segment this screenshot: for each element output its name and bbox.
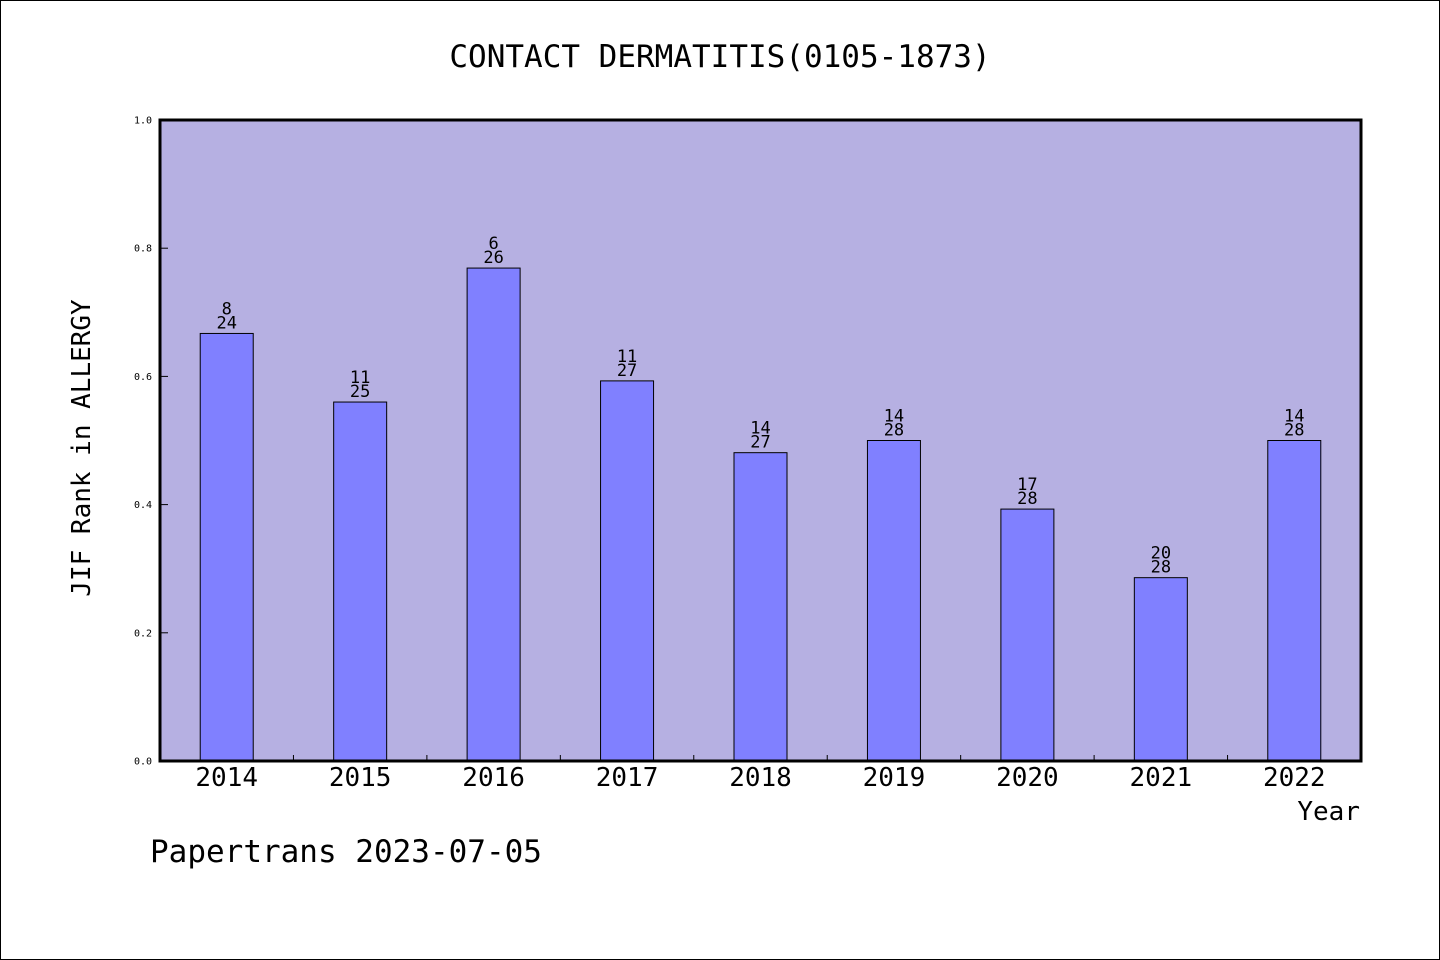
bar-2020 xyxy=(1000,508,1055,762)
bar-label-total: 28 xyxy=(1151,558,1171,578)
bar-label-rank: 20 xyxy=(1151,544,1171,564)
bar-label-rank: 14 xyxy=(1284,407,1304,427)
y-tick-label: 0.4 xyxy=(134,500,152,511)
bar-label-total: 27 xyxy=(750,433,770,453)
bar-2016 xyxy=(466,267,521,762)
bar-2022 xyxy=(1267,440,1322,762)
y-tick-label: 1.0 xyxy=(134,116,152,127)
bar-2018 xyxy=(733,452,788,762)
bar-2015 xyxy=(333,401,388,762)
y-axis: 0.0 0.2 0.4 0.6 0.8 1.0 xyxy=(134,116,168,768)
bar-label-rank: 11 xyxy=(350,368,370,388)
y-axis-label: JIF Rank in ALLERGY xyxy=(67,299,97,597)
bar-label-rank: 11 xyxy=(617,347,637,367)
x-axis: 2014 2015 2016 2017 2018 2019 2020 2021 2022 xyxy=(195,755,1326,793)
x-tick-label: 2022 xyxy=(1263,763,1326,793)
y-tick-label: 0.0 xyxy=(134,757,152,768)
x-axis-label: Year xyxy=(1297,797,1360,827)
bar-label-total: 25 xyxy=(350,382,370,402)
bar-label-total: 28 xyxy=(884,421,904,441)
x-tick-label: 2018 xyxy=(729,763,792,793)
bar-2019 xyxy=(866,440,921,762)
plot-border xyxy=(158,118,1363,763)
x-tick-label: 2017 xyxy=(596,763,659,793)
x-tick-label: 2020 xyxy=(996,763,1059,793)
chart-title: CONTACT DERMATITIS(0105-1873) xyxy=(449,39,990,75)
bar-label-total: 27 xyxy=(617,361,637,381)
y-tick-label: 0.2 xyxy=(134,628,152,639)
bar-label-rank: 14 xyxy=(884,407,904,427)
x-tick-label: 2019 xyxy=(863,763,926,793)
x-tick-label: 2015 xyxy=(329,763,392,793)
bar-label-rank: 6 xyxy=(488,234,498,254)
bar-label-total: 26 xyxy=(483,248,503,268)
bar-label-rank: 17 xyxy=(1017,475,1037,495)
bar-label-total: 28 xyxy=(1017,489,1037,509)
y-tick-label: 0.8 xyxy=(134,244,152,255)
bar-label-rank: 8 xyxy=(222,299,232,319)
bar-label-total: 24 xyxy=(216,313,236,333)
x-tick-label: 2016 xyxy=(462,763,525,793)
bar-2021 xyxy=(1133,577,1188,762)
y-tick-label: 0.6 xyxy=(134,372,152,383)
bars-group xyxy=(199,267,1322,762)
bar-2014 xyxy=(199,332,254,762)
bar-label-rank: 14 xyxy=(750,419,770,439)
footer-source: Papertrans 2023-07-05 xyxy=(150,834,542,870)
x-tick-label: 2021 xyxy=(1130,763,1193,793)
bar-2017 xyxy=(600,380,655,762)
bar-label-total: 28 xyxy=(1284,421,1304,441)
x-tick-label: 2014 xyxy=(195,763,258,793)
